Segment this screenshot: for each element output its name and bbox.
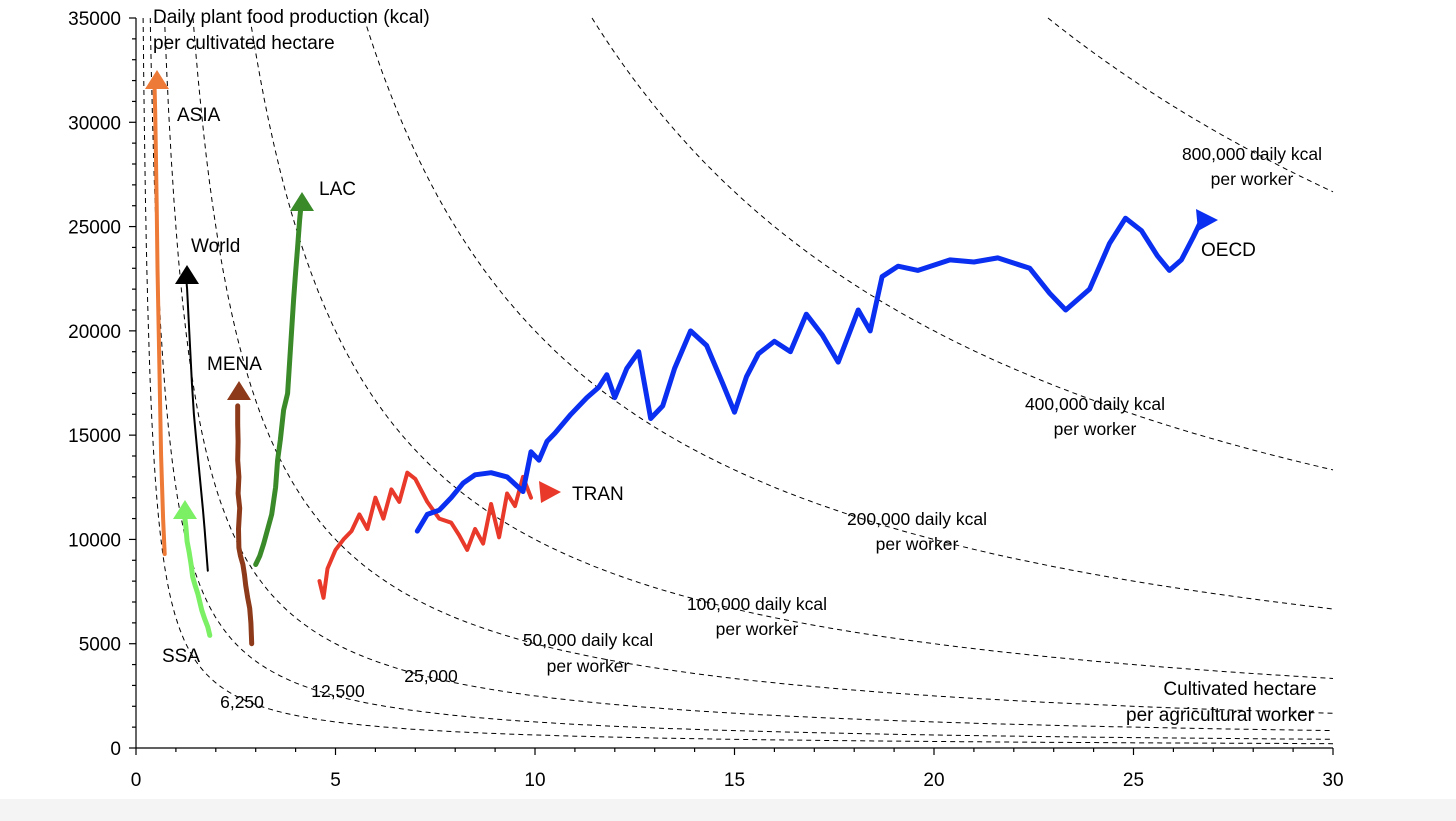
series-arrow-mena: [227, 381, 251, 400]
series-arrow-lac: [290, 192, 314, 211]
isoline-layer: 6,250 12,500 25,000 50,000 daily kcal per wo…: [142, 17, 1334, 745]
isoline-label-50000-line2: per worker: [547, 656, 630, 676]
x-tick-label: 0: [131, 770, 142, 791]
isoline-label-800000: 800,000 daily kcal: [1182, 144, 1322, 164]
series-label-ssa: SSA: [162, 646, 200, 667]
y-tick-label: 5000: [79, 635, 121, 656]
footer-band: [0, 799, 1456, 821]
y-tick-label: 10000: [68, 530, 121, 551]
series-label-oecd: OECD: [1201, 240, 1256, 261]
isoline-label-400000-line2: per worker: [1054, 419, 1137, 439]
series-label-asia: ASIA: [177, 105, 221, 126]
x-tick-label: 30: [1322, 770, 1343, 791]
isoline-label-800000-line2: per worker: [1211, 169, 1294, 189]
isoline-6250: [142, 17, 1334, 745]
x-tick-label: 25: [1123, 770, 1144, 791]
isoline-label-6250: 6,250: [220, 692, 264, 712]
series-arrow-oecd: [1196, 209, 1218, 231]
isoline-800000: [1047, 17, 1334, 193]
y-tick-label: 0: [110, 739, 121, 760]
isoline-25000: [164, 17, 1334, 732]
isoline-12500: [149, 17, 1334, 740]
series-line-world: [184, 273, 209, 572]
y-tick-label: 35000: [68, 9, 121, 30]
series-layer: ASIA World SSA MENA LAC TRAN OECD: [145, 70, 1256, 667]
isoline-label-50000: 50,000 daily kcal: [523, 630, 653, 650]
isoline-label-100000-line2: per worker: [716, 619, 799, 639]
isoline-label-400000: 400,000 daily kcal: [1025, 394, 1165, 414]
y-tick-label: 20000: [68, 322, 121, 343]
isoline-label-200000: 200,000 daily kcal: [847, 509, 987, 529]
series-line-tran: [317, 470, 533, 600]
series-line-mena: [235, 403, 255, 647]
isoline-200000: [363, 17, 1334, 610]
series-arrow-world: [175, 265, 199, 284]
y-tick-label: 15000: [68, 426, 121, 447]
x-axis-label: Cultivated hectare: [1163, 679, 1316, 700]
x-axis-label-line2: per agricultural worker: [1126, 705, 1315, 726]
series-line-ssa: [182, 514, 213, 638]
x-tick-label: 15: [724, 770, 745, 791]
isoline-label-12500: 12,500: [311, 681, 365, 701]
series-arrow-asia: [145, 70, 169, 89]
series-line-asia: [152, 78, 167, 556]
isoline-label-25000: 25,000: [404, 666, 458, 686]
y-tick-label: 25000: [68, 218, 121, 239]
series-line-lac: [253, 205, 304, 567]
label-layer: Daily plant food production (kcal) per c…: [153, 7, 1317, 726]
x-tick-label: 5: [330, 770, 341, 791]
isoline-100000: [249, 17, 1334, 679]
axis-layer: 0 5000 10000 15000 20000 25000 30000 35000 0 5 10 1…: [68, 9, 1343, 791]
series-label-tran: TRAN: [572, 484, 624, 505]
y-tick-label: 30000: [68, 113, 121, 134]
series-arrow-ssa: [173, 500, 197, 519]
series-label-world: World: [191, 236, 240, 257]
chart-title-line2: per cultivated hectare: [153, 33, 335, 54]
isoline-label-200000-line2: per worker: [876, 534, 959, 554]
series-label-mena: MENA: [207, 354, 262, 375]
chart-title: Daily plant food production (kcal): [153, 7, 430, 28]
isoline-label-100000: 100,000 daily kcal: [687, 594, 827, 614]
x-tick-label: 10: [524, 770, 545, 791]
series-label-lac: LAC: [319, 179, 356, 200]
series-line-oecd: [414, 215, 1202, 534]
x-tick-label: 20: [923, 770, 944, 791]
series-arrow-tran: [539, 481, 561, 503]
